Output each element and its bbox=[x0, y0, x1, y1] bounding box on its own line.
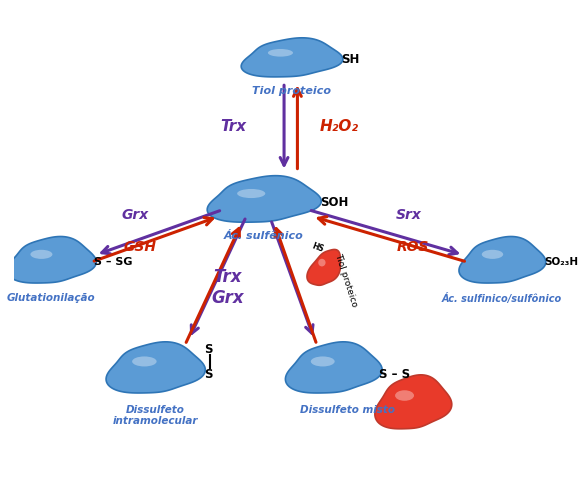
Polygon shape bbox=[207, 176, 321, 222]
Polygon shape bbox=[7, 237, 96, 283]
Text: Grx: Grx bbox=[121, 208, 149, 222]
Text: GSH: GSH bbox=[124, 240, 157, 254]
Polygon shape bbox=[459, 237, 546, 283]
Text: S: S bbox=[204, 368, 212, 381]
Text: Srx: Srx bbox=[396, 208, 422, 222]
Text: Dissulfeto misto: Dissulfeto misto bbox=[300, 405, 395, 415]
Text: ROS: ROS bbox=[397, 240, 429, 254]
Text: Dissulfeto
intramolecular: Dissulfeto intramolecular bbox=[113, 405, 198, 426]
Ellipse shape bbox=[237, 189, 265, 198]
Ellipse shape bbox=[482, 250, 503, 259]
Text: S: S bbox=[204, 343, 212, 356]
Text: Trx: Trx bbox=[220, 119, 246, 135]
Text: SH: SH bbox=[341, 53, 359, 66]
Ellipse shape bbox=[132, 356, 157, 366]
Polygon shape bbox=[375, 375, 452, 429]
Text: S – SG: S – SG bbox=[94, 257, 133, 267]
Polygon shape bbox=[307, 250, 340, 285]
Ellipse shape bbox=[311, 356, 335, 366]
Text: H₂O₂: H₂O₂ bbox=[319, 119, 359, 135]
Text: Tiol proteico: Tiol proteico bbox=[252, 86, 331, 96]
Text: Ác. sulfinico/sulfônico: Ác. sulfinico/sulfônico bbox=[442, 293, 563, 304]
Text: SO₂₃H: SO₂₃H bbox=[544, 257, 578, 267]
Ellipse shape bbox=[30, 250, 52, 259]
Text: HS: HS bbox=[310, 241, 325, 254]
Text: Glutationilação: Glutationilação bbox=[7, 293, 96, 303]
Text: Trx
Grx: Trx Grx bbox=[212, 268, 244, 307]
Text: S – S: S – S bbox=[379, 368, 410, 381]
Ellipse shape bbox=[268, 49, 293, 57]
Polygon shape bbox=[286, 342, 382, 393]
Polygon shape bbox=[106, 342, 205, 393]
Text: Tiol proteico: Tiol proteico bbox=[333, 252, 359, 308]
Ellipse shape bbox=[395, 390, 414, 401]
Text: Ác. sulfênico: Ác. sulfênico bbox=[224, 231, 304, 241]
Text: SOH: SOH bbox=[319, 195, 348, 209]
Polygon shape bbox=[241, 38, 343, 77]
Ellipse shape bbox=[318, 259, 325, 266]
